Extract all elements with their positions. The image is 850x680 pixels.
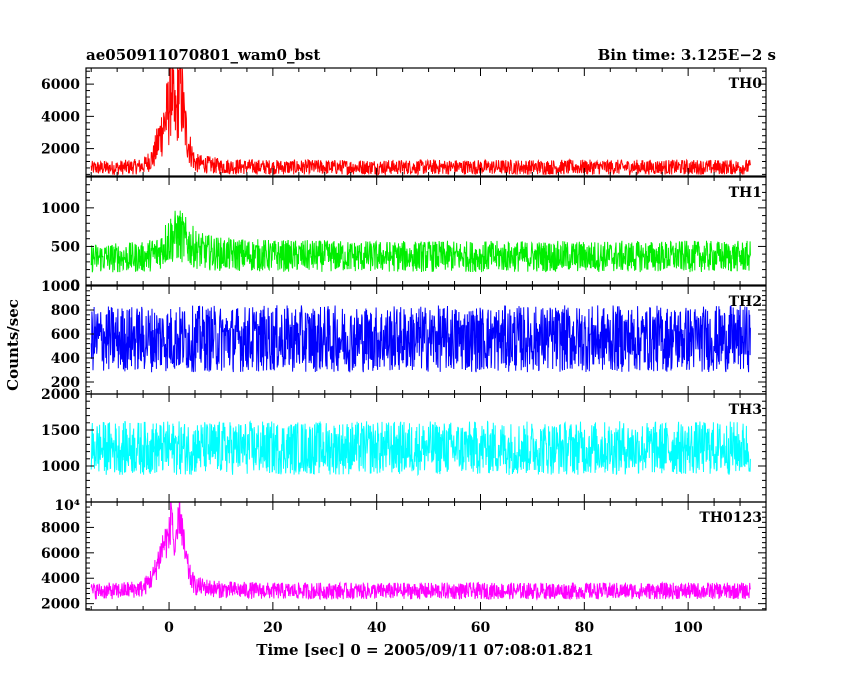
series-line-th0123 (90, 502, 751, 601)
panel-label: TH0 (729, 76, 763, 92)
series-line-th3 (90, 420, 751, 477)
x-tick-label: 20 (263, 620, 283, 636)
panel-th2: 200 400 600 800 1000 TH2 (41, 279, 767, 395)
y-tick-label: 8000 (41, 520, 80, 536)
y-tick-label: 600 (51, 327, 80, 343)
x-axis-label: Time [sec] 0 = 2005/09/11 07:08:01.821 (256, 641, 593, 659)
y-tick-label: 400 (51, 351, 80, 367)
y-tick-label: 800 (51, 303, 80, 319)
x-tick-label: 80 (575, 620, 595, 636)
y-tick-label: 1500 (41, 423, 80, 439)
x-tick-label: 0 (164, 620, 174, 636)
series-line-th0 (90, 68, 751, 176)
y-tick-label: 2000 (41, 142, 80, 158)
series-line-th2 (90, 305, 751, 373)
panel-frame (85, 67, 767, 177)
y-tick-label: 4000 (41, 571, 80, 587)
y-tick-label: 2000 (41, 387, 80, 403)
panel-th0: 2000 4000 6000 TH0 (41, 67, 767, 177)
chart-title: ae050911070801_wam0_bst (86, 46, 320, 64)
y-exponent-label: 10⁴ (54, 498, 80, 514)
y-tick-label: 1000 (41, 201, 80, 217)
y-tick-label: 1000 (41, 279, 80, 295)
panel-label: TH2 (729, 294, 762, 310)
panel-label: TH1 (729, 185, 762, 201)
y-tick-label: 0 (70, 278, 80, 294)
y-tick-label: 4000 (41, 109, 80, 125)
panel-th0123: 2000 4000 6000 8000 TH0123 10⁴ (41, 498, 767, 613)
panel-th1: 0 500 1000 TH1 (41, 176, 767, 294)
y-tick-label: 6000 (41, 77, 80, 93)
bin-time-label: Bin time: 3.125E−2 s (598, 46, 776, 64)
y-tick-label: 6000 (41, 546, 80, 562)
y-axis-label: Counts/sec (4, 299, 22, 391)
x-tick-label: 60 (471, 620, 491, 636)
panel-label: TH0123 (699, 510, 762, 526)
panel-th3: 1000 1500 2000 TH3 (41, 387, 767, 503)
y-tick-label: 200 (51, 375, 80, 391)
series-line-th1 (90, 210, 751, 273)
x-tick-label: 40 (367, 620, 387, 636)
y-tick-label: 2000 (41, 597, 80, 613)
panel-frame (85, 501, 767, 611)
panel-label: TH3 (729, 402, 762, 418)
x-tick-label: 100 (674, 620, 703, 636)
y-tick-label: 500 (51, 239, 80, 255)
y-tick-label: 1000 (41, 459, 80, 475)
